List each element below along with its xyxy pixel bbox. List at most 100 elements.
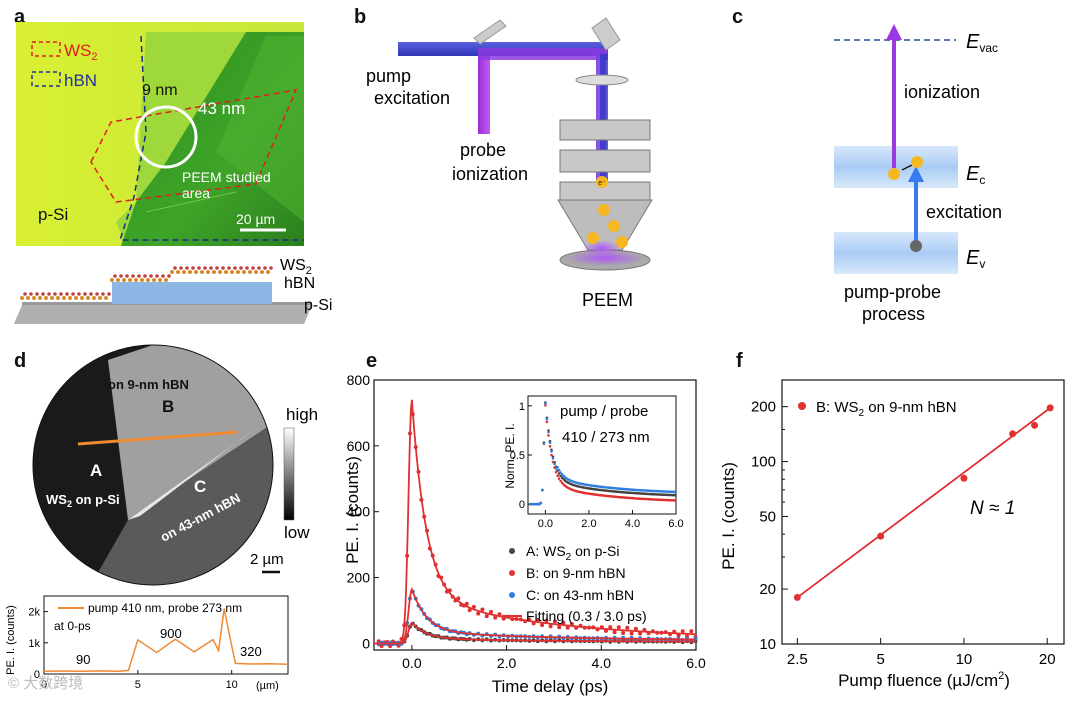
f-point [960, 474, 968, 482]
panel-f-label: f [736, 350, 743, 372]
panel-d-label: d [14, 350, 27, 372]
panel-f-chart: PE. I. (counts) Pump fluence (µJ/cm2) 10… [719, 379, 1065, 690]
e-xtick: 4.0 [592, 655, 612, 671]
e-inset-point [673, 493, 677, 497]
e-legend-a: A: WS2 on p-Si [526, 543, 619, 563]
e-inset-ytick: 0 [519, 499, 525, 511]
colorbar [283, 427, 295, 521]
f-legend: B: WS2 on 9-nm hBN [816, 399, 957, 419]
e-ytick: 0 [362, 635, 370, 651]
e-inset-point [545, 417, 549, 421]
e-inset-point [673, 490, 677, 494]
region-a-desc: WS2 on p-Si [46, 492, 120, 509]
probe-label-2: ionization [452, 164, 528, 184]
e-point [379, 644, 384, 649]
e-inset-text1: pump / probe [560, 403, 648, 420]
f-point [793, 593, 801, 601]
e-inset-xtick: 4.0 [625, 518, 640, 530]
electron-c2 [911, 156, 923, 168]
hole-c [910, 240, 922, 252]
e-legend-c: C: on 43-nm hBN [526, 587, 634, 603]
panel-d-profile-chart: PE. I. (counts) 0 1k 2k 0 5 10 pump 410 nm, p… [5, 595, 289, 692]
peem-area-line1: PEEM studied [182, 169, 271, 185]
d-xunit: (µm) [256, 680, 279, 692]
e-inset-point [547, 434, 550, 437]
e-inset-point [548, 441, 552, 445]
panel-c-label: c [732, 6, 744, 28]
e-ytick: 400 [347, 504, 371, 520]
e-ytick: 200 [347, 570, 371, 586]
d-ylabel: PE. I. (counts) [5, 605, 17, 675]
e-inset-ytick: 0.5 [510, 450, 525, 462]
e-point [557, 625, 562, 630]
e-point [540, 623, 545, 628]
e-point [629, 631, 634, 636]
e-inset-point [556, 474, 559, 477]
f-xtick: 10 [956, 651, 973, 668]
panel-e-chart: PE. I. (counts) Time delay (ps) 0 200 400 6… [343, 372, 706, 696]
e-inset-point [673, 499, 677, 502]
panel-d-peem-image: high low on 9-nm hBN B A WS2 on p-Si C o… [32, 344, 318, 586]
e-point [621, 631, 626, 635]
panel-e-label: e [366, 350, 378, 372]
e-inset-ytick: 1 [519, 401, 525, 413]
cbar-low: low [284, 523, 310, 542]
f-fit-line [796, 407, 1051, 599]
e-inset-xtick: 6.0 [668, 518, 683, 530]
d-ytick: 2k [28, 607, 40, 619]
e-inset-text2: 410 / 273 nm [562, 429, 650, 446]
electron-1: e⁻ [598, 180, 606, 187]
thickness-9-label: 9 nm [142, 82, 178, 99]
e-inset-point [541, 488, 544, 492]
f-xtick: 20 [1039, 651, 1056, 668]
excitation-label: excitation [926, 202, 1002, 222]
e-inset-point [542, 441, 546, 445]
legend-ws2-box [31, 41, 61, 57]
f-ytick: 100 [751, 454, 776, 471]
e-point [476, 611, 481, 616]
f-xtick: 5 [876, 651, 884, 668]
e-ylabel: PE. I. (counts) [343, 456, 362, 564]
process-label-2: process [862, 304, 925, 324]
ec-label: Ec [966, 163, 985, 187]
e-point [484, 614, 489, 619]
schematic-psi: p-Si [304, 297, 332, 314]
e-point [616, 625, 621, 630]
e-inset-point [547, 430, 550, 434]
d-ytick: 1k [28, 638, 40, 650]
e-inset-point [556, 465, 559, 469]
watermark: © 大数跨境 [8, 675, 84, 692]
e-inset-point [550, 453, 553, 457]
d-profile-line [43, 608, 289, 673]
thickness-43-label: 43 nm [198, 99, 245, 118]
d-level-3: 320 [240, 644, 262, 659]
d-legend: pump 410 nm, probe 273 nm [88, 601, 242, 615]
e-point [689, 629, 694, 634]
e-point [552, 619, 557, 624]
e-inset-point [545, 420, 549, 424]
region-b-letter: B [162, 397, 174, 416]
panel-a-schematic: WS2 hBN p-Si [14, 257, 332, 324]
e-inset-point [539, 501, 543, 505]
panel-b-schematic: e⁻ pump excitation probe ionization PEEM [366, 17, 653, 310]
e-point [625, 625, 630, 630]
region-a-letter: A [90, 461, 102, 480]
region-b-desc: on 9-nm hBN [108, 377, 189, 392]
pump-label-1: pump [366, 66, 411, 86]
f-point [1046, 404, 1054, 412]
e-ytick: 800 [347, 372, 371, 388]
f-ytick: 10 [759, 636, 776, 653]
peem-label: PEEM [582, 290, 633, 310]
e-fit-b [374, 399, 696, 645]
probe-label-1: probe [460, 140, 506, 160]
e-xtick: 2.0 [497, 655, 517, 671]
e-xtick: 6.0 [686, 655, 706, 671]
e-inset-point [559, 471, 562, 474]
pump-label-2: excitation [374, 88, 450, 108]
e-point [396, 643, 401, 648]
e-inset-point [550, 450, 553, 453]
e-point [561, 620, 566, 625]
f-annotation: N ≈ 1 [970, 498, 1015, 519]
e-xtick: 0.0 [402, 655, 422, 671]
schematic-ws2: WS2 [280, 257, 312, 277]
